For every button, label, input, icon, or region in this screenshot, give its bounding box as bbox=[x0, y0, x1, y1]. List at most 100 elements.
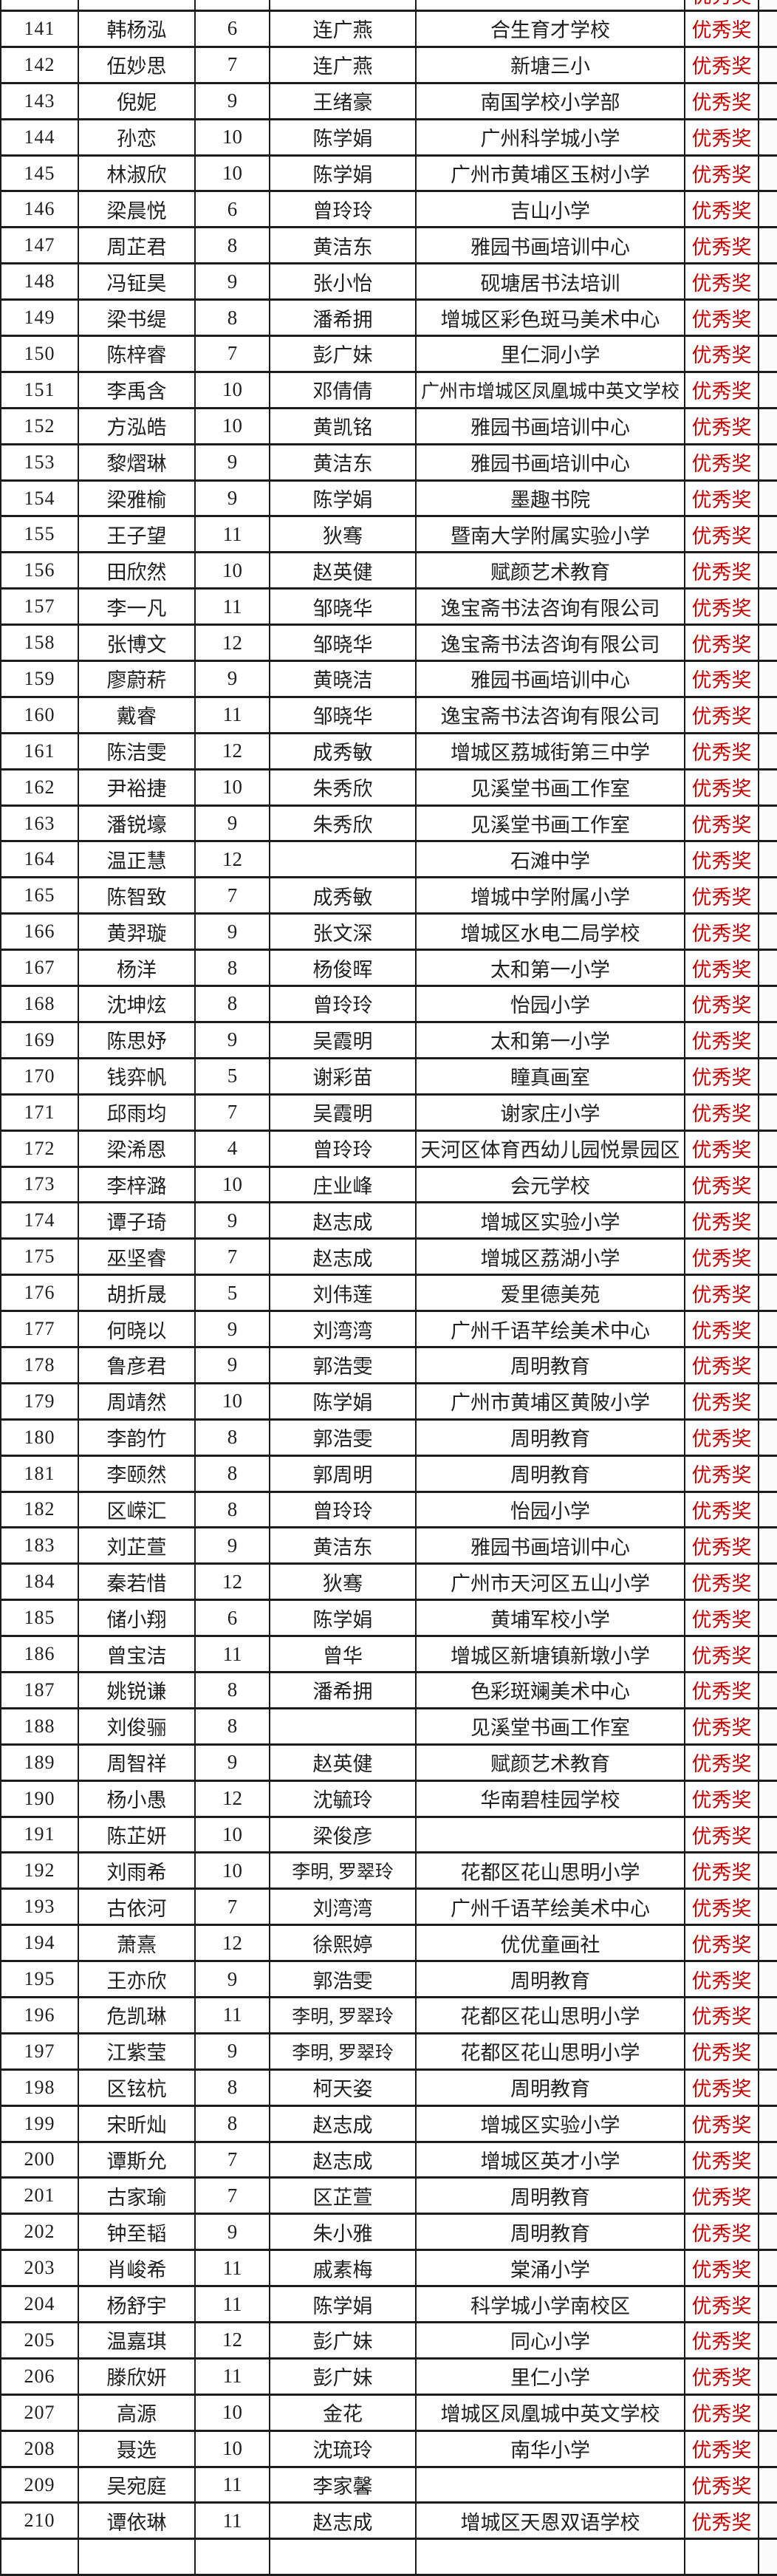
cell-school: 雅园书画培训中心 bbox=[415, 443, 685, 482]
table-row: 149 梁书缇 8 潘希拥 增城区彩色斑马美术中心 优秀奖 bbox=[0, 298, 777, 338]
cell-age: 10 bbox=[194, 154, 270, 193]
cell-age: 9 bbox=[194, 2032, 270, 2071]
cell-award: 优秀奖 bbox=[684, 1454, 759, 1493]
cell-number: 210 bbox=[0, 2501, 79, 2541]
cell-award: 优秀奖 bbox=[684, 1887, 759, 1927]
cell-award: 优秀奖 bbox=[684, 1201, 759, 1240]
table-row: 189 周智祥 9 赵英健 赋颜艺术教育 优秀奖 bbox=[0, 1743, 777, 1782]
cell-sliver bbox=[758, 2032, 777, 2071]
cell-award: 优秀奖 bbox=[684, 1670, 759, 1709]
cell-award: 优秀奖 bbox=[684, 1274, 759, 1313]
cell-name: 周靖然 bbox=[78, 1381, 196, 1421]
cell-award: 优秀奖 bbox=[684, 2068, 759, 2107]
cell-sliver bbox=[758, 2501, 777, 2541]
cell-sliver bbox=[758, 190, 777, 229]
cell-school: 广州市黄埔区黄陂小学 bbox=[415, 1381, 685, 1421]
cell-sliver bbox=[758, 1743, 777, 1782]
cell-teacher: 戚素梅 bbox=[269, 2249, 417, 2288]
cell-age: 7 bbox=[194, 45, 270, 84]
cell-teacher: 狄骞 bbox=[269, 515, 417, 554]
cell-award: 优秀奖 bbox=[684, 912, 759, 952]
cell-teacher: 徐熙婷 bbox=[269, 1924, 417, 1963]
cell-name: 陈智致 bbox=[78, 876, 196, 915]
cell-school: 同心小学 bbox=[415, 2321, 685, 2360]
cell-award: 优秀奖 bbox=[684, 2285, 759, 2323]
cell-name: 梁书缇 bbox=[78, 298, 196, 338]
cell-sliver bbox=[758, 2429, 777, 2468]
cell-number: 149 bbox=[0, 298, 79, 338]
cell-school: 太和第一小学 bbox=[415, 1020, 685, 1059]
cell-name: 宋昕灿 bbox=[78, 2104, 196, 2143]
cell-sliver bbox=[758, 1129, 777, 1168]
cell-award: 优秀奖 bbox=[684, 2176, 759, 2215]
cell-teacher bbox=[269, 0, 417, 12]
table-row: 173 李梓潞 10 庄业峰 会元学校 优秀奖 bbox=[0, 1165, 777, 1204]
cell-age: 11 bbox=[194, 2249, 270, 2288]
cell-number: 206 bbox=[0, 2357, 79, 2396]
cell-name: 区铉杭 bbox=[78, 2068, 196, 2107]
cell-award: 优秀奖 bbox=[684, 1418, 759, 1457]
cell-school bbox=[415, 0, 685, 12]
cell-award: 优秀奖 bbox=[684, 623, 759, 663]
cell-age: 12 bbox=[194, 2321, 270, 2360]
cell-school: 周明教育 bbox=[415, 1454, 685, 1493]
cell-teacher: 陈学娟 bbox=[269, 1599, 417, 1638]
cell-number bbox=[0, 0, 79, 12]
table-row: 197 江紫莹 9 李明, 罗翠玲 花都区花山思明小学 优秀奖 bbox=[0, 2032, 777, 2071]
cell-teacher: 郭浩雯 bbox=[269, 1345, 417, 1384]
cell-teacher: 吴霞明 bbox=[269, 1093, 417, 1132]
cell-age: 11 bbox=[194, 1635, 270, 1673]
cell-sliver bbox=[758, 335, 777, 373]
cell-teacher: 吴霞明 bbox=[269, 1020, 417, 1059]
cell-school: 增城区天恩双语学校 bbox=[415, 2501, 685, 2541]
cell-award: 优秀奖 bbox=[684, 479, 759, 518]
cell-teacher: 李家馨 bbox=[269, 2465, 417, 2504]
cell-teacher: 陈学娟 bbox=[269, 117, 417, 157]
cell-name: 滕欣妍 bbox=[78, 2357, 196, 2396]
cell-award: 优秀奖 bbox=[684, 1165, 759, 1204]
cell-school: 广州科学城小学 bbox=[415, 117, 685, 157]
cell-award: 优秀奖 bbox=[684, 1129, 759, 1168]
cell-number: 158 bbox=[0, 623, 79, 663]
table-row: 195 王亦欣 9 郭浩雯 周明教育 优秀奖 bbox=[0, 1960, 777, 1998]
cell-teacher: 李明, 罗翠玲 bbox=[269, 1851, 417, 1890]
cell-age: 9 bbox=[194, 804, 270, 843]
cell-award: 优秀奖 bbox=[684, 81, 759, 120]
cell-name: 李梓潞 bbox=[78, 1165, 196, 1204]
cell-award: 优秀奖 bbox=[684, 45, 759, 84]
cell-school: 爱里德美苑 bbox=[415, 1274, 685, 1313]
table-row: 200 谭斯允 7 赵志成 增城区英才小学 优秀奖 bbox=[0, 2140, 777, 2179]
cell-school: 怡园小学 bbox=[415, 985, 685, 1023]
cell-school: 优优童画社 bbox=[415, 1924, 685, 1963]
cell-name: 区嵘汇 bbox=[78, 1490, 196, 1529]
cell-school: 赋颜艺术教育 bbox=[415, 551, 685, 590]
cell-age: 11 bbox=[194, 2465, 270, 2504]
cell-school: 科学城小学南校区 bbox=[415, 2285, 685, 2323]
cell-teacher: 曾玲玲 bbox=[269, 985, 417, 1023]
table-row: 144 孙恋 10 陈学娟 广州科学城小学 优秀奖 bbox=[0, 117, 777, 157]
cell-award: 优秀奖 bbox=[684, 1779, 759, 1818]
cell-name: 秦若惜 bbox=[78, 1562, 196, 1602]
cell-name: 聂选 bbox=[78, 2429, 196, 2468]
table-row: 176 胡折晟 5 刘伟莲 爱里德美苑 优秀奖 bbox=[0, 1274, 777, 1313]
cell-award: 优秀奖 bbox=[684, 2140, 759, 2179]
cell-sliver bbox=[758, 1851, 777, 1890]
cell-age: 8 bbox=[194, 949, 270, 988]
cell-teacher: 张文深 bbox=[269, 912, 417, 952]
cell-sliver bbox=[758, 1526, 777, 1565]
cell-name: 倪妮 bbox=[78, 81, 196, 120]
cell-teacher: 潘希拥 bbox=[269, 1670, 417, 1709]
cell-sliver bbox=[758, 1887, 777, 1927]
table-row: 168 沈坤炫 8 曾玲玲 怡园小学 优秀奖 bbox=[0, 985, 777, 1023]
cell-school: 增城区凤凰城中英文学校 bbox=[415, 2393, 685, 2432]
table-row: 182 区嵘汇 8 曾玲玲 怡园小学 优秀奖 bbox=[0, 1490, 777, 1529]
table-row: 208 聂选 10 沈琉玲 南华小学 优秀奖 bbox=[0, 2429, 777, 2468]
cell-teacher: 赵志成 bbox=[269, 2104, 417, 2143]
cell-age: 12 bbox=[194, 1924, 270, 1963]
cell-sliver bbox=[758, 2176, 777, 2215]
cell-age: 10 bbox=[194, 2393, 270, 2432]
table-row: 196 危凯琳 11 李明, 罗翠玲 花都区花山思明小学 优秀奖 bbox=[0, 1995, 777, 2035]
cell-award: 优秀奖 bbox=[684, 10, 759, 48]
cell-award: 优秀奖 bbox=[684, 2321, 759, 2360]
cell-school: 周明教育 bbox=[415, 2068, 685, 2107]
